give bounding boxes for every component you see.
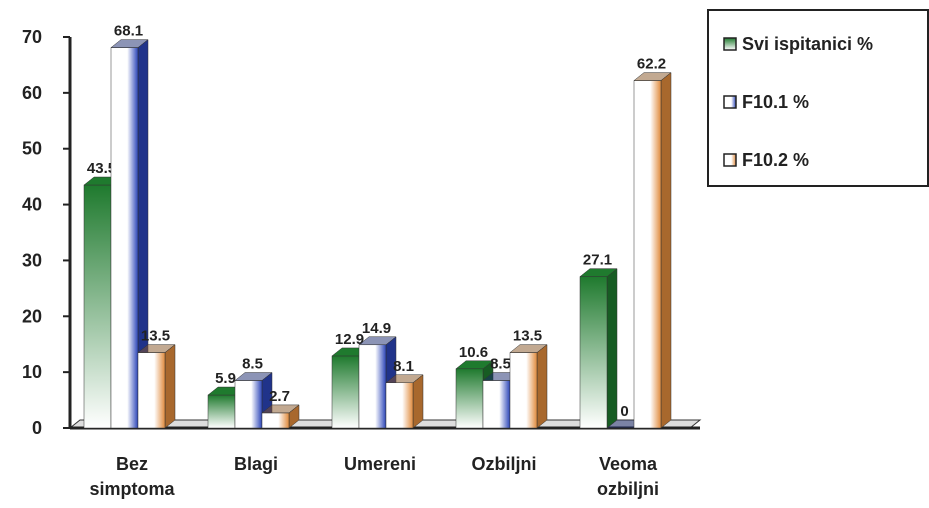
value-label: 12.9 <box>335 331 364 348</box>
bar-top <box>358 336 397 346</box>
y-tick-label: 0 <box>32 418 42 438</box>
bar-top <box>633 72 672 81</box>
x-tick-label: Umereni <box>344 454 416 474</box>
x-tick-label: Ozbiljni <box>472 454 537 474</box>
y-tick-label: 30 <box>22 250 42 270</box>
bar <box>83 184 112 429</box>
value-label: 14.9 <box>362 320 391 337</box>
bar <box>385 382 414 429</box>
value-label: 13.5 <box>141 328 170 345</box>
bar-top <box>455 360 494 370</box>
bar <box>482 380 511 429</box>
x-tick-label: Veoma ozbiljni <box>597 454 659 499</box>
bar-top <box>509 344 548 353</box>
bar <box>509 352 538 429</box>
y-tick-label: 60 <box>22 83 42 103</box>
bar <box>137 352 166 429</box>
x-tick-label: Blagi <box>234 454 278 474</box>
bar-side <box>606 268 618 429</box>
value-label: 8.5 <box>242 356 263 373</box>
y-tick-label: 50 <box>22 139 42 159</box>
bar-top <box>137 344 176 353</box>
bar-top <box>385 374 424 384</box>
value-label: 5.9 <box>215 370 236 387</box>
bar <box>455 368 484 429</box>
y-tick-label: 40 <box>22 195 42 215</box>
bar <box>261 412 290 429</box>
legend-swatch <box>723 95 737 109</box>
bar <box>579 276 608 429</box>
value-label: 62.2 <box>637 56 666 73</box>
value-label: 27.1 <box>583 252 612 269</box>
value-label: 2.7 <box>269 388 290 405</box>
legend-swatch <box>723 37 737 51</box>
bar-top <box>579 268 618 277</box>
bar <box>331 355 360 429</box>
bar-side <box>660 72 672 429</box>
y-tick-label: 70 <box>22 27 42 47</box>
value-label: 43.5 <box>87 160 116 177</box>
x-tick-label: Bez simptoma <box>89 454 175 499</box>
bar <box>207 394 236 429</box>
y-tick-label: 20 <box>22 306 42 326</box>
value-label: 13.5 <box>513 328 542 345</box>
bar-side <box>412 374 424 429</box>
bar-top <box>110 39 149 48</box>
legend-label: Svi ispitanici % <box>742 34 873 54</box>
y-tick-label: 10 <box>22 362 42 382</box>
bar-side <box>536 344 548 429</box>
value-label: 8.1 <box>393 358 414 375</box>
bar <box>234 380 263 429</box>
bar-side <box>164 344 176 429</box>
bar-top <box>234 372 273 381</box>
bar <box>633 80 662 429</box>
legend-swatch <box>723 153 737 167</box>
legend-label: F10.1 % <box>742 92 809 112</box>
legend-box <box>707 9 929 187</box>
bar <box>110 47 139 429</box>
value-label: 0 <box>620 403 628 420</box>
bar <box>358 344 387 429</box>
value-label: 8.5 <box>490 356 511 373</box>
value-label: 68.1 <box>114 23 143 40</box>
legend-label: F10.2 % <box>742 150 809 170</box>
value-label: 10.6 <box>459 344 488 361</box>
bar-top <box>261 404 300 414</box>
